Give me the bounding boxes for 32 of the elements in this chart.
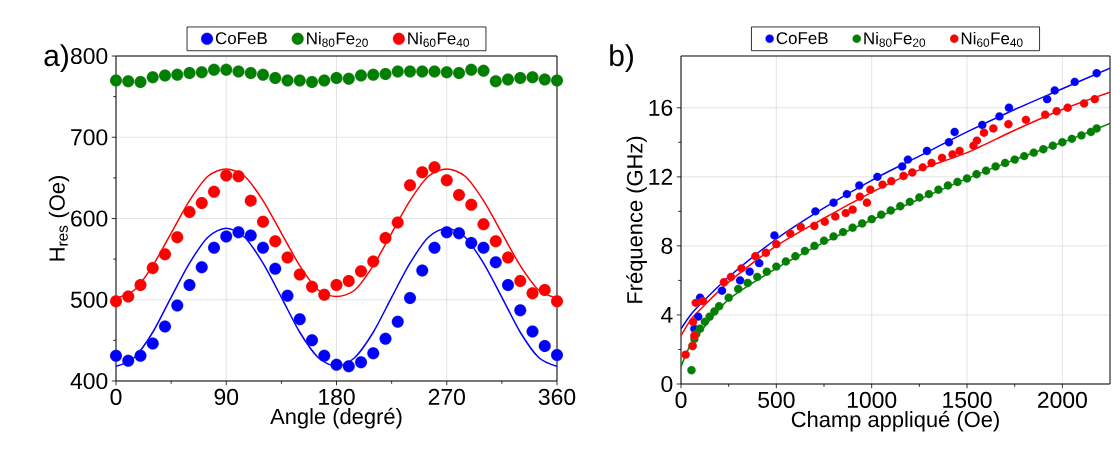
legend-label: Ni$_{80}$Fe$_{20}$ bbox=[864, 31, 926, 47]
legend-label: CoFeB bbox=[215, 32, 267, 45]
y-tick-label: 0 bbox=[661, 375, 673, 393]
x-axis-title: Champ appliqué (Oe) bbox=[791, 410, 999, 432]
legend-label: Ni$_{60}$Fe$_{40}$ bbox=[408, 31, 469, 47]
y-tick-label: 4 bbox=[661, 307, 673, 323]
y-tick-label: 800 bbox=[71, 47, 108, 65]
legend-label: Ni$_{60}$Fe$_{40}$ bbox=[961, 31, 1023, 47]
y-tick-label: 600 bbox=[71, 210, 108, 227]
y-tick-label: 400 bbox=[70, 372, 108, 390]
y-tick-label: 700 bbox=[71, 129, 108, 146]
legend-label: CoFeB bbox=[776, 32, 828, 45]
x-tick-label: 500 bbox=[758, 391, 795, 408]
y-tick-label: 16 bbox=[649, 99, 673, 116]
x-tick-label: 360 bbox=[538, 388, 576, 405]
y-axis-title: Fréquence (GHz) bbox=[626, 136, 647, 303]
y-tick-label: 8 bbox=[661, 237, 673, 254]
x-tick-label: 270 bbox=[428, 388, 465, 405]
text: a) bbox=[44, 44, 68, 73]
y-tick-label: 500 bbox=[70, 291, 108, 308]
x-tick-label: 1000 bbox=[847, 391, 897, 408]
x-tick-label: 0 bbox=[675, 391, 687, 408]
y-tick-label: 12 bbox=[649, 168, 673, 185]
legend-label: Ni$_{80}$Fe$_{20}$ bbox=[307, 31, 368, 47]
x-tick-label: 0 bbox=[110, 388, 122, 405]
x-tick-label: 90 bbox=[214, 388, 239, 405]
x-tick-label: 2000 bbox=[1038, 391, 1087, 408]
y-axis-title: H$_{res}$ (Oe) bbox=[48, 176, 70, 261]
x-tick-label: 1500 bbox=[943, 391, 992, 408]
x-axis-title: Angle (degré) bbox=[270, 407, 402, 429]
text: b) bbox=[610, 44, 633, 73]
x-tick-label: 180 bbox=[319, 388, 355, 405]
